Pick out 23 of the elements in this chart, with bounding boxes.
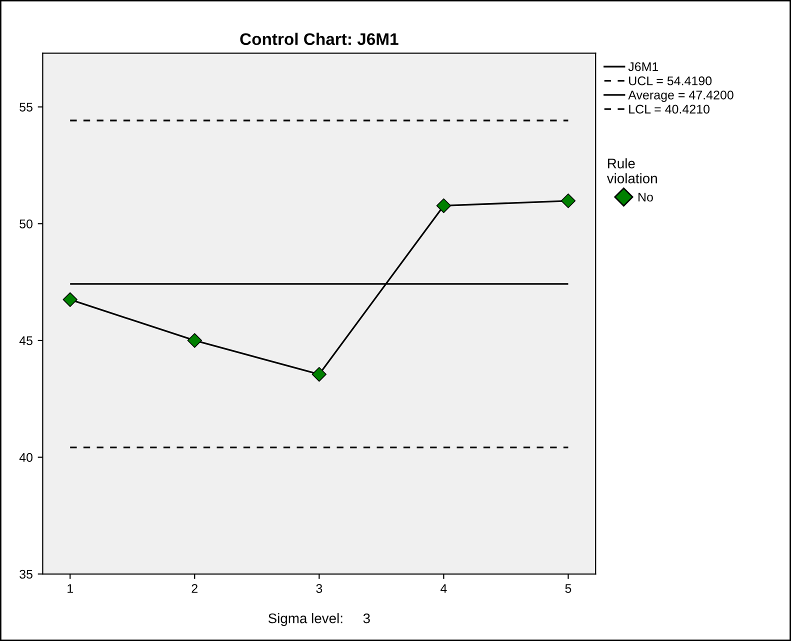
x-tick-label: 5 bbox=[565, 584, 572, 593]
point bbox=[62, 292, 78, 307]
y-tick-label: 45 bbox=[19, 336, 32, 346]
text: Sigma level: 3 bbox=[268, 613, 370, 626]
point bbox=[436, 198, 452, 214]
legend-label: LCL = 40.4210 bbox=[629, 104, 710, 114]
point bbox=[312, 366, 327, 382]
legend-label: No bbox=[638, 192, 653, 202]
legend-label: Average = 47.4200 bbox=[628, 90, 734, 102]
legend-title: Rule violation bbox=[606, 158, 657, 184]
point bbox=[187, 333, 202, 348]
x-tick-label: 3 bbox=[316, 584, 322, 593]
x-tick-label: 2 bbox=[192, 584, 198, 593]
y-tick-label: 55 bbox=[20, 102, 32, 112]
point bbox=[560, 193, 576, 208]
x-tick-label: 4 bbox=[440, 584, 447, 593]
legend-label: J6M1 bbox=[628, 62, 658, 72]
y-tick-label: 35 bbox=[20, 570, 32, 579]
y-tick-label: 40 bbox=[19, 453, 33, 462]
legend-label: UCL = 54.4190 bbox=[629, 76, 712, 86]
chart-title: Control Chart: J6M1 bbox=[240, 32, 398, 46]
x-tick-label: 1 bbox=[68, 584, 73, 593]
y-tick-label: 50 bbox=[20, 219, 33, 228]
